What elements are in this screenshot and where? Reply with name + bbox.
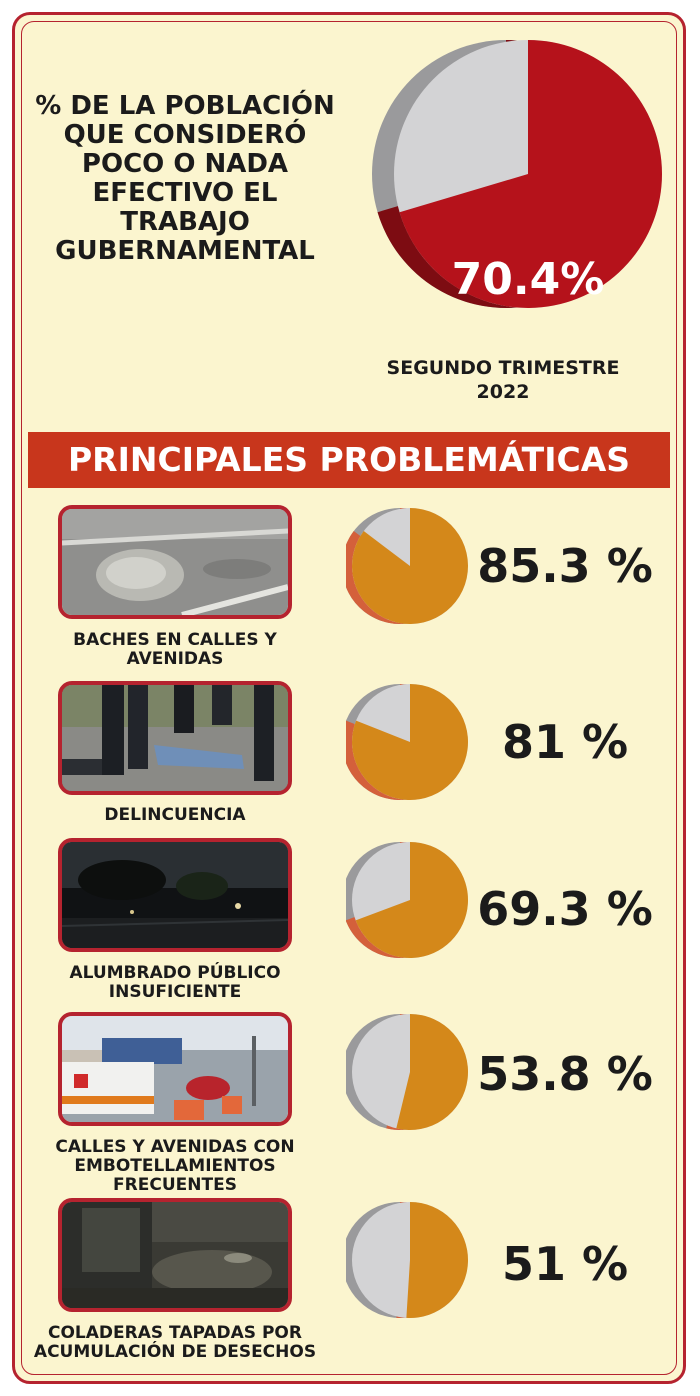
headline-pie-chart: 70.4% [372, 40, 662, 308]
headline-title: % DE LA POBLACIÓN QUE CONSIDERÓ POCO O N… [35, 91, 335, 266]
pie-embotellamientos-slice [396, 1014, 468, 1130]
headline-pie-value-label: 70.4% [452, 254, 605, 305]
item-label-baches: BACHES EN CALLES Y AVENIDAS [73, 630, 277, 669]
item-label-embotellamientos: CALLES Y AVENIDAS CON EMBOTELLAMIENTOS F… [55, 1137, 295, 1195]
pie-coladeras-slice [406, 1202, 469, 1318]
item-value-alumbrado: 69.3 % [477, 882, 653, 936]
item-pie-delincuencia [346, 684, 468, 800]
item-label-coladeras: COLADERAS TAPADAS POR ACUMULACIÓN DE DES… [33, 1323, 317, 1362]
item-value-baches: 85.3 % [477, 539, 653, 593]
crime-scene-photo [58, 681, 292, 795]
item-value-delincuencia: 81 % [501, 715, 629, 769]
headline-pie-slice [399, 40, 662, 308]
section-banner: PRINCIPALES PROBLEMÁTICAS [28, 432, 670, 488]
item-pie-alumbrado [346, 842, 468, 958]
item-pie-baches [346, 508, 468, 624]
item-value-embotellamientos: 53.8 % [477, 1047, 653, 1101]
item-pie-coladeras [346, 1202, 469, 1318]
item-label-delincuencia: DELINCUENCIA [104, 805, 246, 825]
item-value-coladeras: 51 % [501, 1237, 629, 1291]
pothole-photo [58, 505, 292, 619]
item-label-alumbrado: ALUMBRADO PÚBLICO INSUFICIENTE [69, 963, 281, 1002]
inner-border [21, 21, 677, 1375]
headline-caption: SEGUNDO TRIMESTRE 2022 [386, 357, 620, 403]
item-pie-embotellamientos [346, 1014, 468, 1130]
pie-alumbrado-slice [355, 842, 468, 958]
pie-baches-slice [352, 508, 468, 624]
dark-street-photo [58, 838, 292, 952]
traffic-jam-photo [58, 1012, 292, 1126]
flooded-street-photo [58, 1198, 292, 1312]
pie-delincuencia-slice [352, 684, 468, 800]
